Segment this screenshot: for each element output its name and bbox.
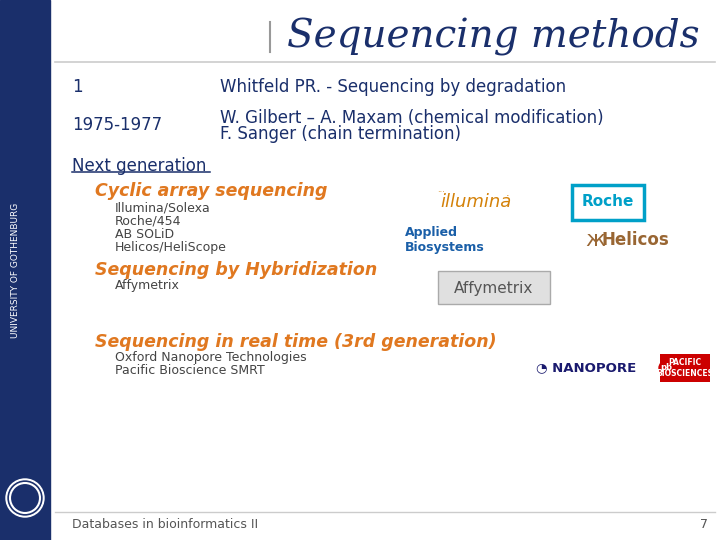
Text: Oxford Nanopore Technologies: Oxford Nanopore Technologies (115, 352, 307, 365)
Circle shape (6, 479, 44, 517)
Text: Databases in bioinformatics II: Databases in bioinformatics II (72, 518, 258, 531)
Text: ★: ★ (19, 491, 31, 504)
Text: Cyclic array sequencing: Cyclic array sequencing (95, 182, 328, 200)
Bar (660, 354, 710, 382)
Text: Roche: Roche (582, 194, 634, 210)
Text: Pacific Bioscience SMRT: Pacific Bioscience SMRT (115, 364, 265, 377)
Text: Whitfeld PR. - Sequencing by degradation: Whitfeld PR. - Sequencing by degradation (220, 78, 566, 96)
Text: pb: pb (660, 363, 672, 373)
Text: Affymetrix: Affymetrix (454, 280, 534, 295)
Text: Sequencing by Hybridization: Sequencing by Hybridization (95, 261, 377, 279)
Text: F. Sanger (chain termination): F. Sanger (chain termination) (220, 125, 461, 143)
Text: illumina: illumina (440, 193, 511, 211)
Text: ж: ж (585, 230, 605, 250)
Text: PACIFIC
BIOSCIENCES: PACIFIC BIOSCIENCES (657, 359, 714, 377)
Text: AB SOLiD: AB SOLiD (115, 227, 174, 240)
Text: Sequencing methods: Sequencing methods (287, 18, 699, 56)
Text: Next generation: Next generation (72, 157, 207, 175)
Text: UNIVERSITY OF GOTHENBURG: UNIVERSITY OF GOTHENBURG (12, 202, 20, 338)
Text: Helicos: Helicos (601, 231, 669, 249)
Text: W. Gilbert – A. Maxam (chemical modification): W. Gilbert – A. Maxam (chemical modifica… (220, 109, 603, 127)
Bar (390, 218, 520, 260)
Text: ·: · (506, 191, 510, 201)
Text: ◔ NANOPORE: ◔ NANOPORE (536, 361, 636, 375)
Text: Applied
Biosystems: Applied Biosystems (405, 226, 485, 254)
Bar (438, 271, 550, 304)
Text: 7: 7 (700, 518, 708, 531)
Text: Sequencing in real time (3rd generation): Sequencing in real time (3rd generation) (95, 333, 497, 351)
Bar (530, 354, 650, 382)
Text: 1975-1977: 1975-1977 (72, 116, 162, 134)
Text: Illumina/Solexa: Illumina/Solexa (115, 201, 211, 214)
Text: Affymetrix: Affymetrix (115, 279, 180, 292)
Text: ...: ... (437, 186, 445, 194)
Circle shape (659, 361, 673, 375)
Bar (572, 185, 644, 220)
Text: Helicos/HeliScope: Helicos/HeliScope (115, 240, 227, 253)
Text: 1: 1 (72, 78, 83, 96)
Circle shape (8, 481, 42, 515)
Text: Roche/454: Roche/454 (115, 214, 181, 227)
Bar (0, 0, 50, 540)
